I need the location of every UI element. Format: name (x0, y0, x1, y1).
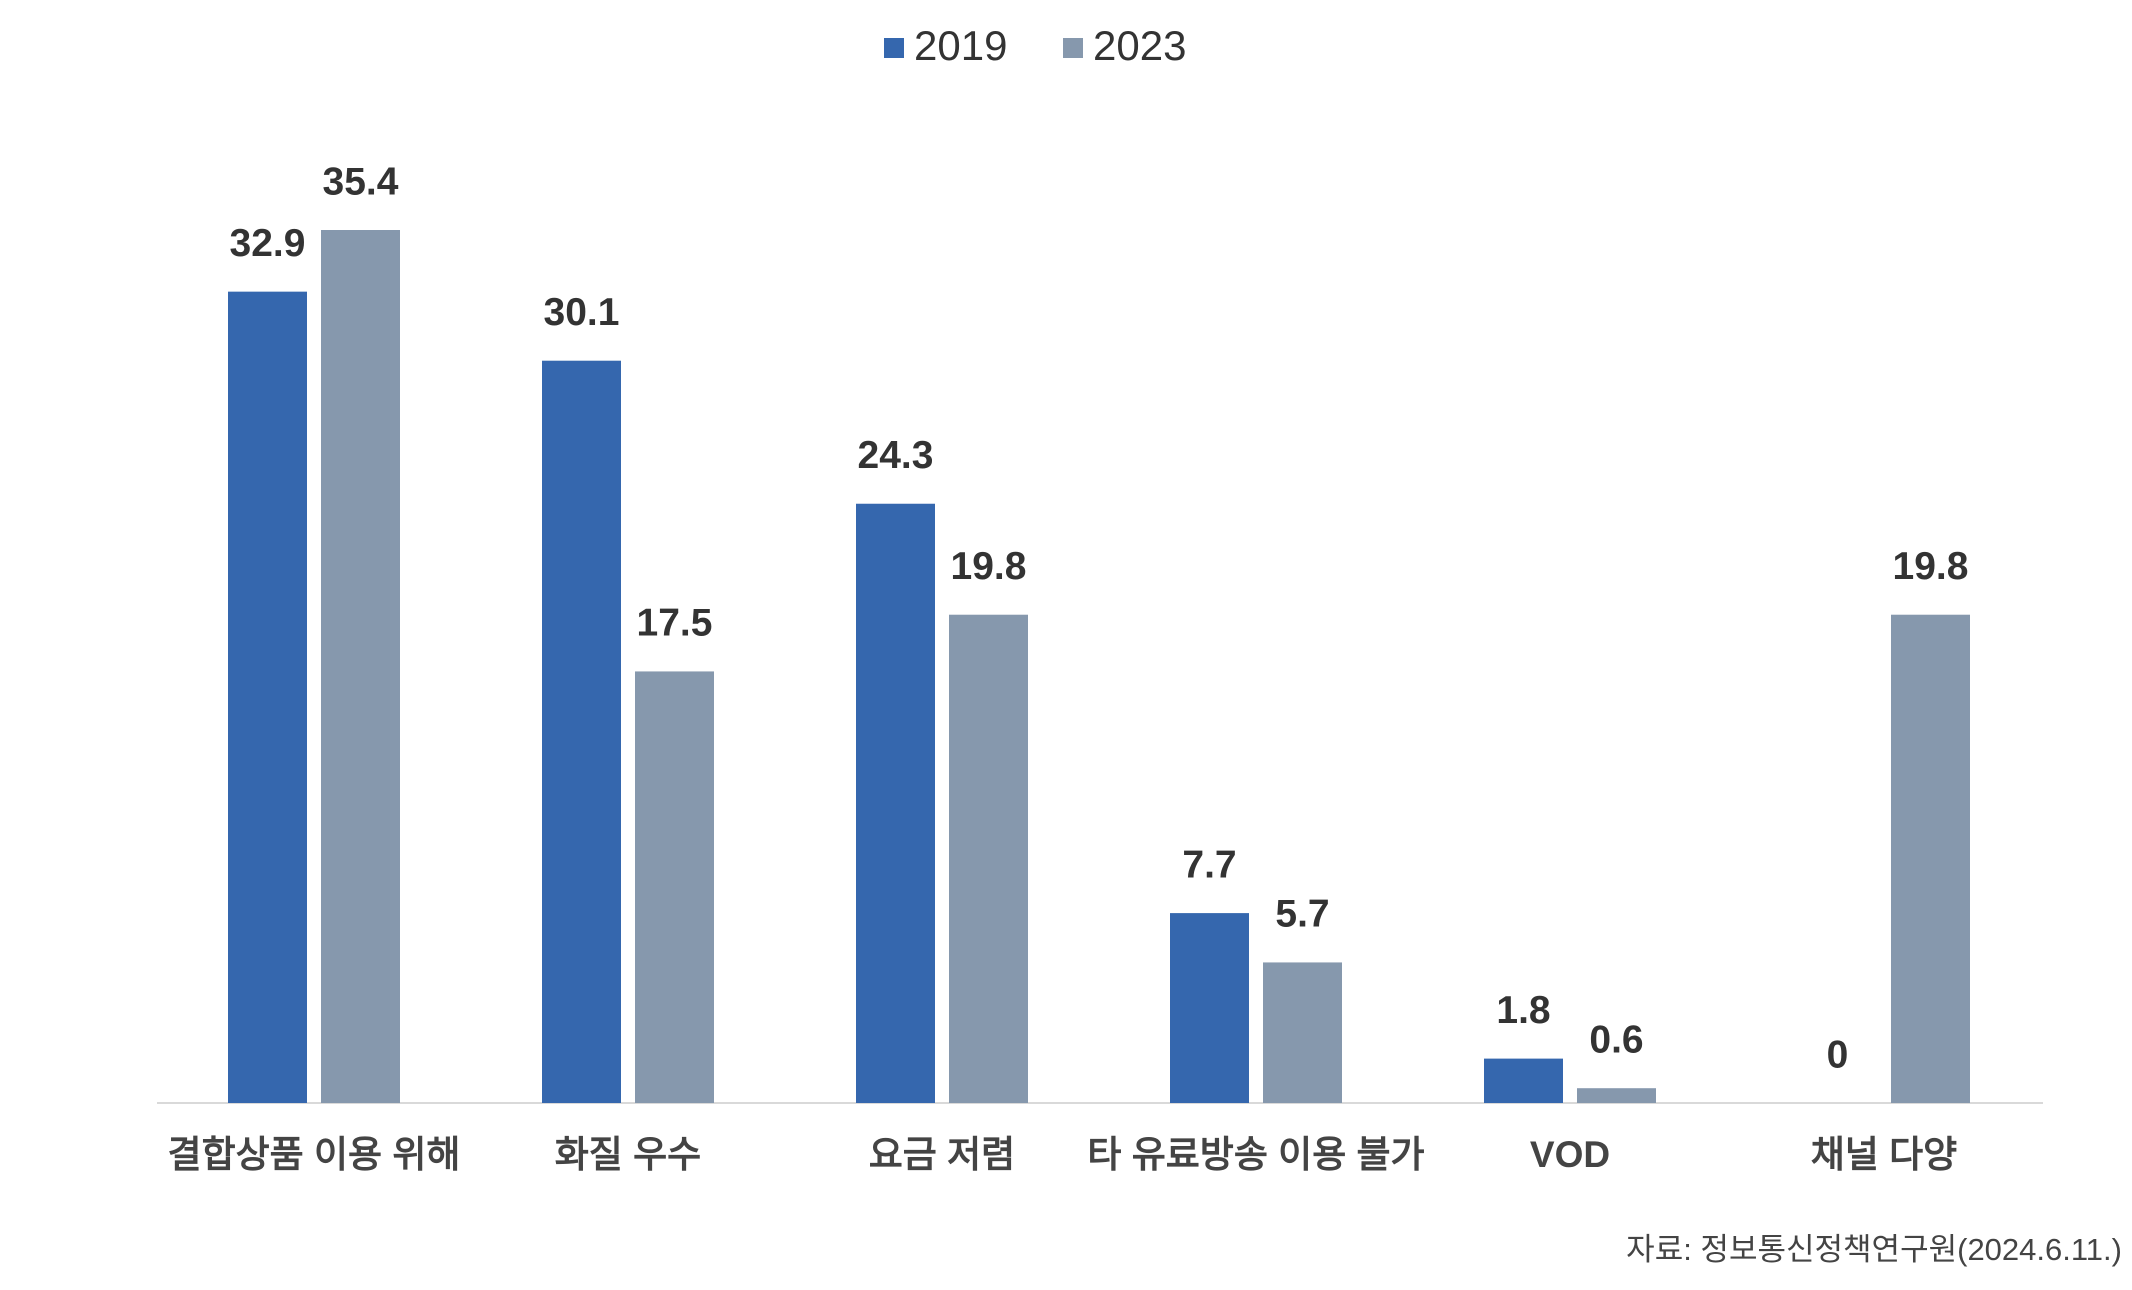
bar (635, 671, 714, 1103)
x-tick-label: 요금 저렴 (869, 1134, 1015, 1175)
value-label: 19.8 (1893, 545, 1969, 588)
legend-swatch (884, 38, 904, 58)
bar (228, 291, 307, 1103)
bar (1484, 1058, 1563, 1103)
legend-label: 2019 (914, 22, 1007, 69)
bar (542, 360, 621, 1104)
value-label: 30.1 (544, 291, 620, 334)
legend-swatch (1063, 38, 1083, 58)
value-label: 1.8 (1496, 989, 1550, 1032)
x-tick-label: 타 유료방송 이용 불가 (1087, 1134, 1424, 1175)
value-label: 35.4 (323, 160, 399, 203)
value-label: 0 (1827, 1033, 1849, 1076)
x-tick-label: 결합상품 이용 위해 (168, 1134, 461, 1175)
x-tick-label: 채널 다양 (1811, 1134, 1957, 1175)
value-label: 0.6 (1589, 1019, 1643, 1062)
legend-label: 2023 (1093, 22, 1186, 69)
source-note: 자료: 정보통신정책연구원(2024.6.11.) (1626, 1232, 2122, 1267)
bar (1263, 962, 1342, 1103)
value-label: 5.7 (1275, 893, 1329, 936)
x-tick-label: 화질 우수 (555, 1134, 701, 1175)
bar (1170, 913, 1249, 1103)
value-label: 17.5 (637, 602, 713, 645)
bar (949, 614, 1028, 1103)
bar (856, 503, 935, 1103)
value-label: 32.9 (230, 222, 306, 265)
x-tick-label: VOD (1530, 1134, 1610, 1175)
value-label: 7.7 (1182, 843, 1236, 886)
bar (1891, 614, 1970, 1103)
bar (1577, 1088, 1656, 1103)
value-label: 24.3 (858, 434, 934, 477)
bar (321, 230, 400, 1103)
value-label: 19.8 (951, 545, 1027, 588)
